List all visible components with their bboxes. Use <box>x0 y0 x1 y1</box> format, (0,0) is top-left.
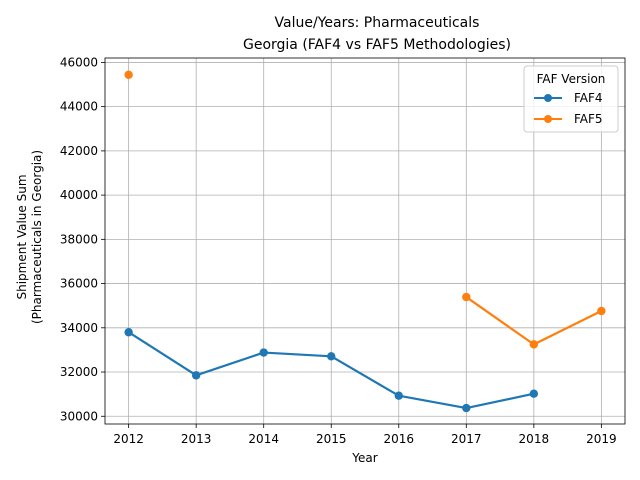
data-point-faf5 <box>597 306 606 316</box>
data-point-faf4 <box>394 391 403 400</box>
x-tick-label: 2012 <box>113 432 144 446</box>
x-tick-label: 2018 <box>519 432 550 446</box>
y-tick-label: 36000 <box>60 277 98 291</box>
axis-ticks: 2012 2013 2014 2015 2016 2017 2018 2019 30000 320… <box>60 55 617 446</box>
y-tick-label: 32000 <box>60 365 98 379</box>
series-layer <box>124 70 606 413</box>
legend: FAF Version FAF4 FAF5 <box>523 65 619 133</box>
data-point-faf5 <box>529 340 539 349</box>
y-axis-label-line-2: (Pharmaceuticals in Georgia) <box>30 150 44 324</box>
y-tick-label: 30000 <box>60 409 98 423</box>
y-tick-label: 46000 <box>60 55 98 69</box>
legend-title: FAF Version <box>537 72 606 86</box>
data-point-faf5 <box>124 70 133 80</box>
chart-title-line-2: Georgia (FAF4 vs FAF5 Methodologies) <box>243 37 511 53</box>
x-tick-label: 2019 <box>586 432 617 446</box>
legend-label-faf4: FAF4 <box>574 91 603 105</box>
x-tick-label: 2015 <box>316 432 347 446</box>
data-point-faf4 <box>259 348 268 357</box>
data-point-faf5 <box>462 292 471 302</box>
data-point-faf4 <box>124 328 133 337</box>
legend-swatch-marker-faf5 <box>544 115 552 123</box>
x-tick-label: 2017 <box>451 432 482 446</box>
x-tick-label: 2016 <box>383 432 414 446</box>
y-tick-label: 34000 <box>60 321 98 335</box>
x-tick-label: 2014 <box>248 432 279 446</box>
data-point-faf4 <box>529 389 539 398</box>
x-tick-label: 2013 <box>181 432 212 446</box>
legend-label-faf5: FAF5 <box>574 112 603 126</box>
y-tick-label: 44000 <box>60 100 98 114</box>
chart-title-line-1: Value/Years: Pharmaceuticals <box>275 15 480 31</box>
y-tick-label: 42000 <box>60 144 98 158</box>
y-tick-label: 38000 <box>60 232 98 246</box>
legend-swatch-marker-faf4 <box>544 94 552 102</box>
y-axis-label-line-1: Shipment Value Sum <box>15 174 29 299</box>
data-point-faf4 <box>462 403 471 413</box>
y-tick-label: 40000 <box>60 188 98 202</box>
x-axis-label: Year <box>351 451 377 465</box>
data-point-faf4 <box>327 352 336 361</box>
plot-area-frame <box>104 57 626 425</box>
data-point-faf4 <box>191 371 201 380</box>
